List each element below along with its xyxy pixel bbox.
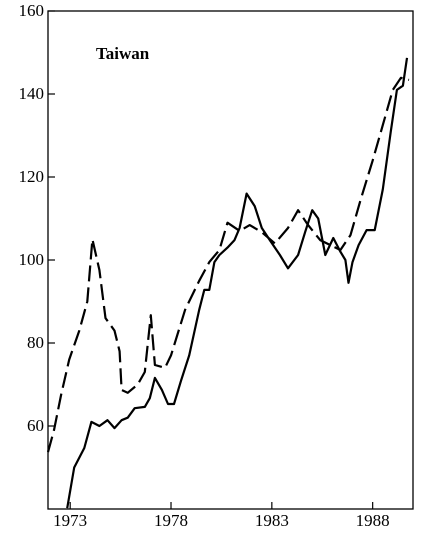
dashed-line xyxy=(46,76,410,453)
y-tick-label: 80 xyxy=(27,333,44,352)
y-tick-label: 160 xyxy=(19,1,45,20)
solid-line xyxy=(66,57,409,509)
chart-title: Taiwan xyxy=(96,44,150,63)
x-tick-label: 1983 xyxy=(255,511,289,530)
x-tick-label: 1973 xyxy=(53,511,87,530)
y-tick-label: 60 xyxy=(27,416,44,435)
plot-frame xyxy=(47,10,414,510)
x-tick-label: 1988 xyxy=(356,511,390,530)
y-tick-label: 140 xyxy=(19,84,45,103)
y-tick-label: 100 xyxy=(19,250,45,269)
x-tick-label: 1978 xyxy=(154,511,188,530)
y-tick-label: 120 xyxy=(19,167,45,186)
